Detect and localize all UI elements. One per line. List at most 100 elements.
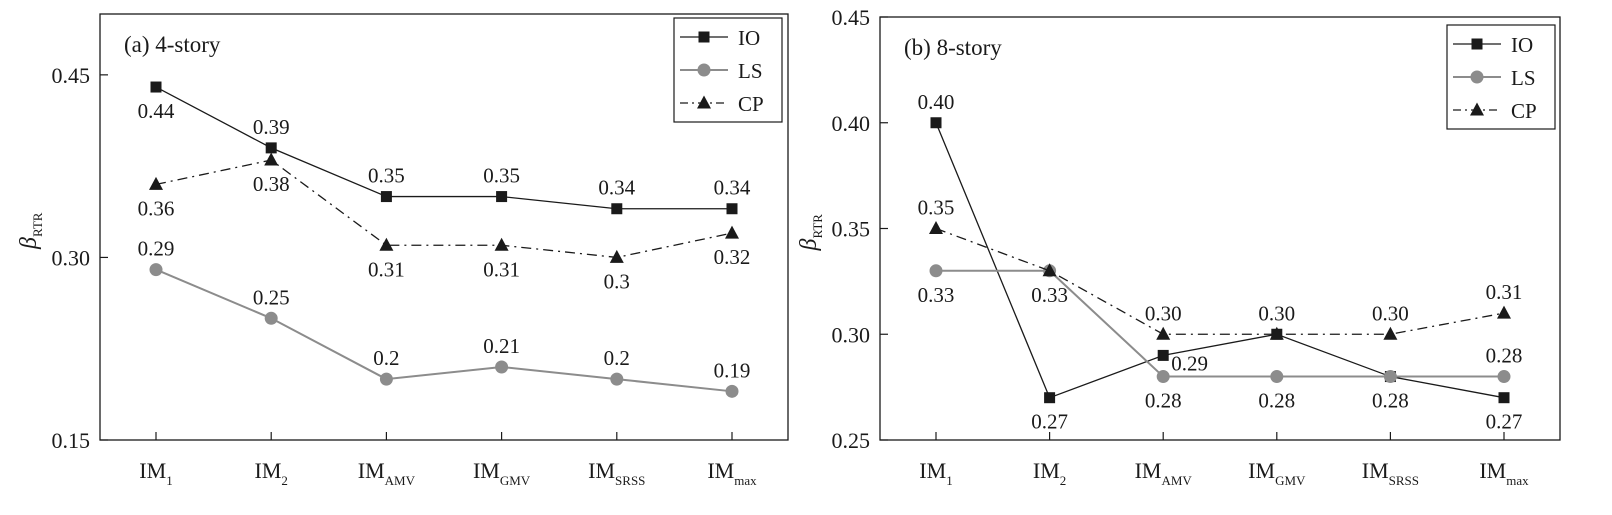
data-point-io xyxy=(150,81,162,93)
data-point-io xyxy=(1044,392,1056,404)
data-label: 0.29 xyxy=(138,237,175,261)
x-tick-label-main: IM xyxy=(1135,458,1162,483)
data-label: 0.27 xyxy=(1031,410,1068,434)
plot-frame xyxy=(99,13,789,441)
x-tick-label-sub: GMV xyxy=(1275,473,1306,488)
data-label: 0.36 xyxy=(138,196,175,220)
x-tick-label: IMGMV xyxy=(473,458,531,488)
data-point-cp xyxy=(1269,326,1284,340)
x-tick-label-main: IM xyxy=(358,458,385,483)
data-point-cp xyxy=(1156,326,1171,340)
data-point-cp xyxy=(725,225,739,239)
x-tick-label: IMGMV xyxy=(1248,458,1306,488)
y-tick-label: 0.30 xyxy=(832,322,871,347)
data-point-io xyxy=(380,191,392,203)
x-tick-label-sub: AMV xyxy=(385,473,416,488)
data-label: 0.30 xyxy=(1372,301,1409,325)
data-point-io xyxy=(611,203,623,215)
data-label: 0.31 xyxy=(368,257,405,281)
x-tick-label-sub: 1 xyxy=(166,473,173,488)
panel-title: (b) 8-story xyxy=(904,35,1002,60)
legend-label-io: IO xyxy=(738,26,760,50)
data-label: 0.30 xyxy=(1258,301,1295,325)
legend-marker-ls xyxy=(1470,70,1484,84)
series-cp: 0.36 0.38 0.31 0.31 0.3 0.32 xyxy=(138,152,751,293)
legend-label-ls: LS xyxy=(1511,66,1536,90)
legend-marker-io xyxy=(1471,38,1483,50)
x-tick-label: IM1 xyxy=(919,458,952,488)
legend: IO LS CP xyxy=(673,17,783,123)
data-label: 0.3 xyxy=(604,269,630,293)
x-tick-label: IMmax xyxy=(707,458,757,488)
data-label: 0.34 xyxy=(714,176,751,200)
x-tick-label-main: IM xyxy=(255,458,282,483)
x-tick-label-sub: SRSS xyxy=(615,473,645,488)
x-tick-label-main: IM xyxy=(919,458,946,483)
data-label: 0.38 xyxy=(253,172,290,196)
y-axis-label-symbol: β xyxy=(16,237,42,250)
x-tick-label: IM2 xyxy=(255,458,288,488)
y-tick-label: 0.35 xyxy=(832,217,871,242)
series-ls: 0.33 0.33 0.28 0.28 0.28 0.28 xyxy=(918,264,1522,413)
data-label: 0.21 xyxy=(483,334,520,358)
data-point-ls xyxy=(725,384,739,398)
data-point-ls xyxy=(264,311,278,325)
y-tick-label: 0.25 xyxy=(832,428,871,453)
data-point-ls xyxy=(610,372,624,386)
series-io: 0.44 0.39 0.35 0.35 0.34 0.34 xyxy=(138,81,751,215)
series-line-io xyxy=(935,122,1505,399)
data-point-ls xyxy=(929,264,943,278)
data-label: 0.27 xyxy=(1486,410,1523,434)
x-tick-label-sub: AMV xyxy=(1161,473,1192,488)
data-label: 0.25 xyxy=(253,285,290,309)
x-tick-label: IM1 xyxy=(139,458,172,488)
x-tick-label-sub: 2 xyxy=(281,473,288,488)
series-line-ls xyxy=(155,268,733,393)
data-label: 0.44 xyxy=(138,99,175,123)
y-tick-label: 0.30 xyxy=(52,245,91,270)
data-label: 0.35 xyxy=(918,196,955,220)
data-label: 0.33 xyxy=(918,283,955,307)
data-label: 0.30 xyxy=(1145,301,1182,325)
x-tick-label-sub: GMV xyxy=(500,473,531,488)
data-point-io xyxy=(930,117,942,129)
data-point-ls xyxy=(1383,370,1397,384)
data-point-io xyxy=(496,191,508,203)
series-line-ls xyxy=(936,269,1504,378)
x-tick-label: IMAMV xyxy=(358,458,416,488)
x-tick-label-main: IM xyxy=(1033,458,1060,483)
data-label: 0.2 xyxy=(604,346,630,370)
x-tick-label: IM2 xyxy=(1033,458,1066,488)
x-tick-label-main: IM xyxy=(473,458,500,483)
y-axis-label: βRTR xyxy=(796,214,825,252)
data-point-cp xyxy=(149,176,163,190)
data-label: 0.34 xyxy=(598,176,635,200)
data-label: 0.19 xyxy=(714,358,751,382)
data-label: 0.29 xyxy=(1171,351,1208,375)
data-point-io xyxy=(265,142,277,154)
legend-label-cp: CP xyxy=(1511,99,1537,123)
data-label: 0.39 xyxy=(253,115,290,139)
data-point-cp xyxy=(1042,263,1057,277)
data-point-ls xyxy=(1270,370,1284,384)
data-label: 0.32 xyxy=(714,245,751,269)
x-tick-label: IMSRSS xyxy=(1362,458,1419,488)
x-tick-label-sub: max xyxy=(734,473,757,488)
x-tick-label: IMmax xyxy=(1479,458,1529,488)
data-point-cp xyxy=(379,237,394,251)
data-point-ls xyxy=(379,372,393,386)
y-tick-label: 0.45 xyxy=(832,5,871,30)
data-label: 0.31 xyxy=(483,257,520,281)
data-point-io xyxy=(1498,392,1510,404)
series-io: 0.40 0.27 0.29 0.27 xyxy=(918,90,1523,434)
x-tick-label-main: IM xyxy=(588,458,615,483)
y-tick-label: 0.15 xyxy=(52,428,91,453)
data-label: 0.28 xyxy=(1258,389,1295,413)
data-point-cp xyxy=(264,152,279,166)
x-tick-label: IMSRSS xyxy=(588,458,645,488)
x-tick-label-main: IM xyxy=(1362,458,1389,483)
data-label: 0.33 xyxy=(1031,283,1068,307)
data-label: 0.28 xyxy=(1372,389,1409,413)
data-label: 0.28 xyxy=(1145,389,1182,413)
y-axis-label-sub: RTR xyxy=(30,212,45,237)
